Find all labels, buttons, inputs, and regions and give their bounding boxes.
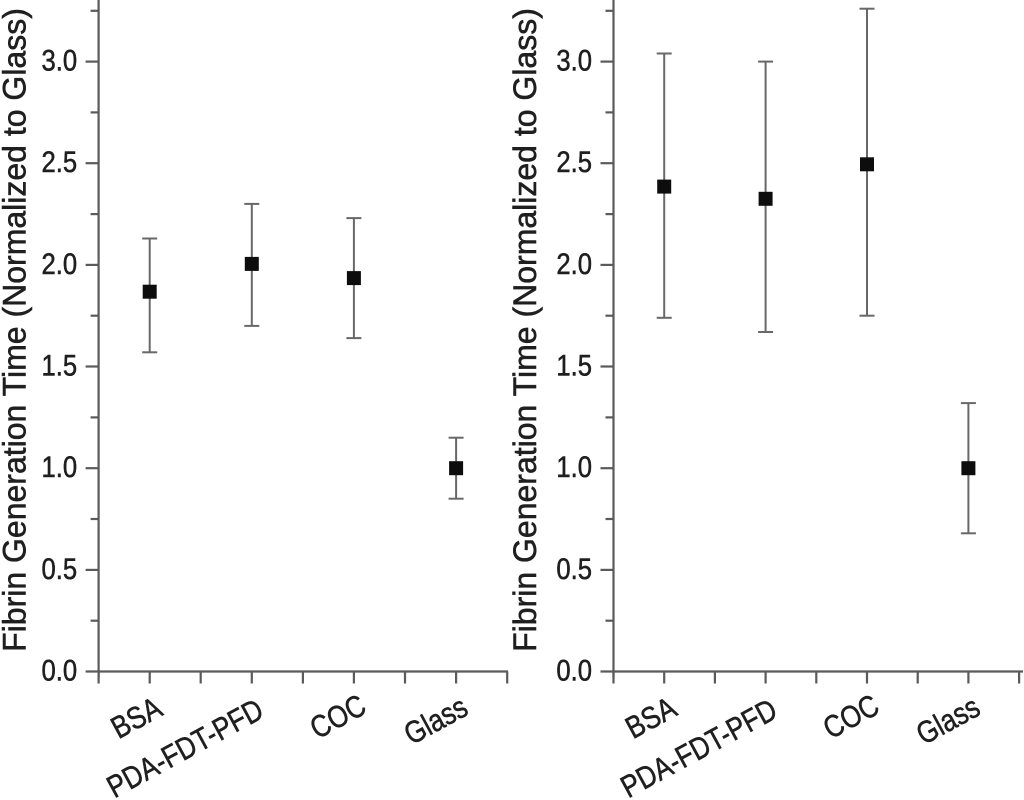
svg-text:0.0: 0.0 (41, 654, 77, 687)
svg-text:2.5: 2.5 (556, 145, 592, 178)
svg-text:0.0: 0.0 (556, 654, 592, 687)
svg-text:Fibrin Generation Time (Normal: Fibrin Generation Time (Normalized to Gl… (0, 8, 33, 652)
svg-text:1.0: 1.0 (556, 450, 592, 483)
svg-text:3.0: 3.0 (556, 44, 592, 77)
svg-text:Fibrin Generation Time (Normal: Fibrin Generation Time (Normalized to Gl… (507, 8, 543, 652)
svg-text:1.5: 1.5 (41, 349, 77, 382)
svg-text:2.0: 2.0 (556, 247, 592, 280)
svg-text:0.5: 0.5 (556, 552, 592, 585)
svg-text:1.5: 1.5 (556, 349, 592, 382)
svg-text:2.0: 2.0 (41, 247, 77, 280)
svg-text:3.0: 3.0 (41, 44, 77, 77)
svg-text:1.0: 1.0 (41, 450, 77, 483)
svg-text:0.5: 0.5 (41, 552, 77, 585)
svg-text:2.5: 2.5 (41, 145, 77, 178)
